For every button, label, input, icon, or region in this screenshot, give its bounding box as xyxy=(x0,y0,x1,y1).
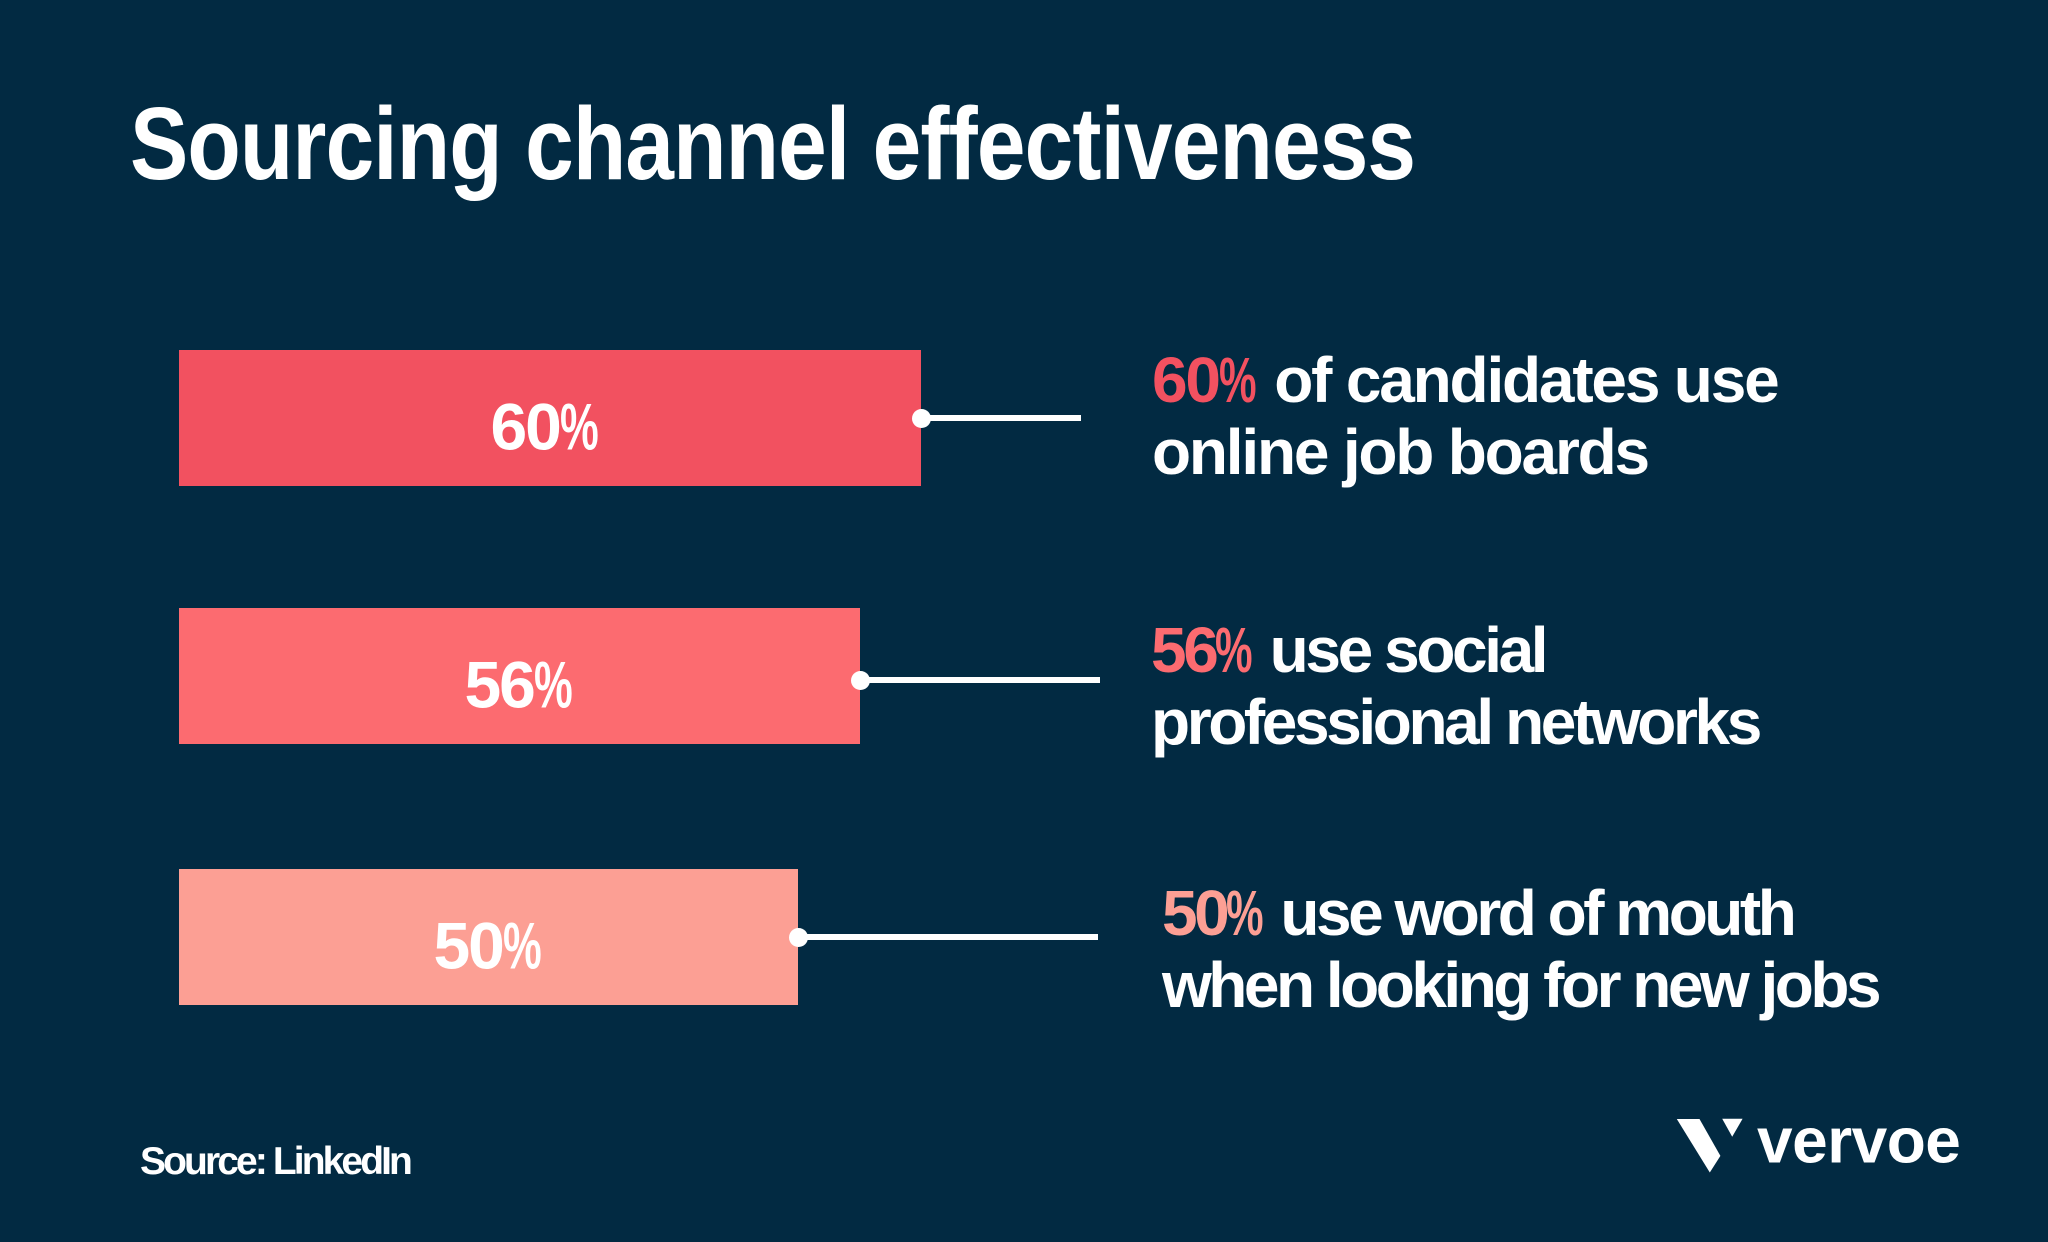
svg-text:vervoe: vervoe xyxy=(1757,1105,1960,1177)
